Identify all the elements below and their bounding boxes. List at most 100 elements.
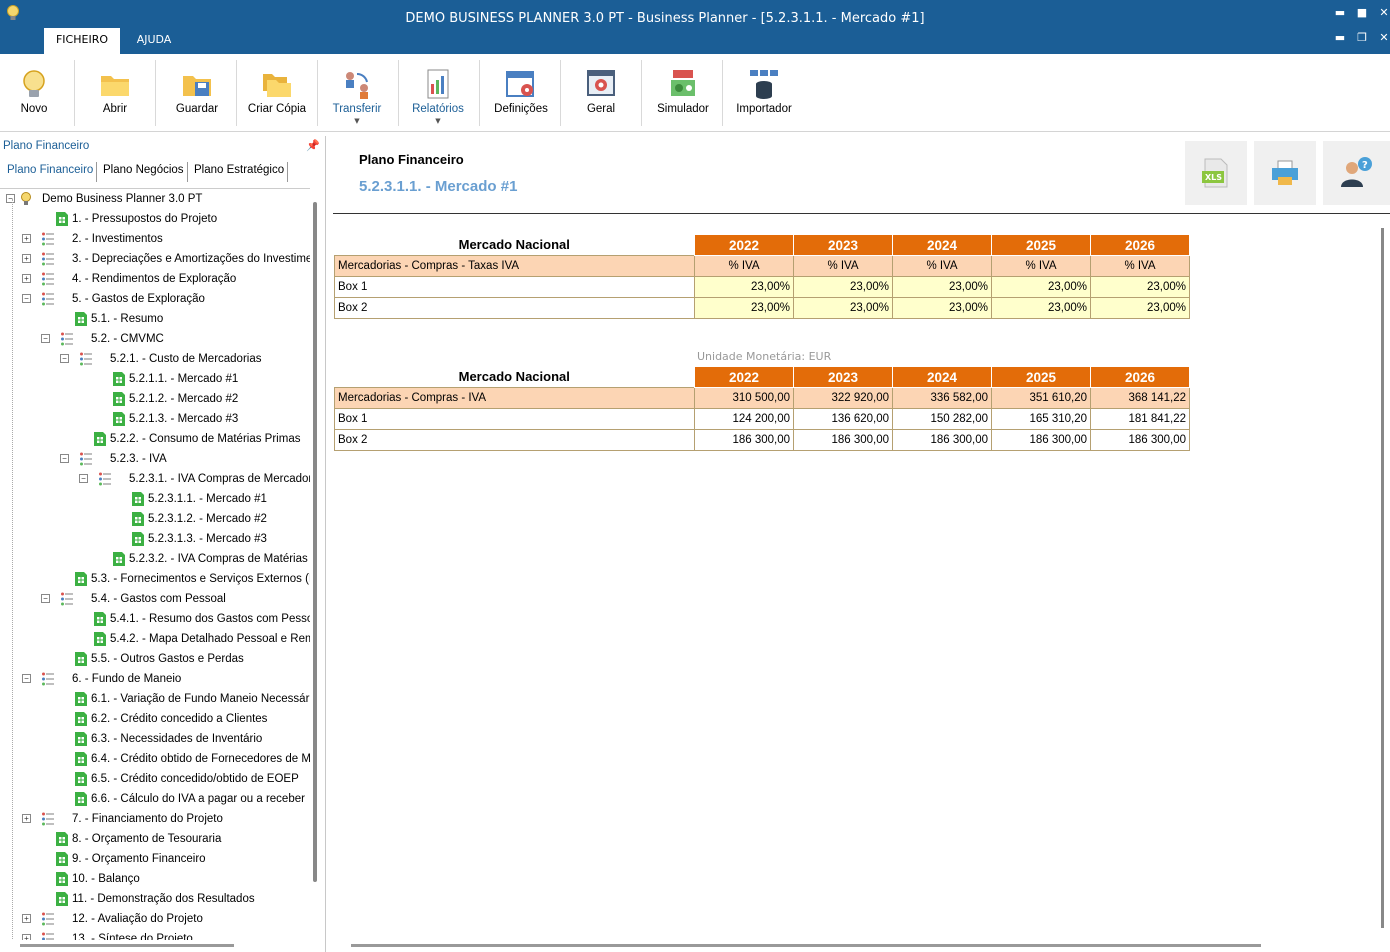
- collapse-icon[interactable]: −: [6, 194, 15, 203]
- tree-node[interactable]: − 5.2. - CMVMC: [0, 329, 310, 349]
- tree-node[interactable]: − 5.4. - Gastos com Pessoal: [0, 589, 310, 609]
- tree-view[interactable]: − Demo Business Planner 3.0 PT 1. - Pressu…: [0, 188, 310, 940]
- geral-button[interactable]: Geral: [561, 54, 641, 130]
- tree-node[interactable]: 10. - Balanço: [0, 869, 310, 889]
- expand-icon[interactable]: +: [22, 934, 31, 940]
- print-button[interactable]: [1254, 141, 1316, 205]
- tree-node[interactable]: − 5.2.3.1. - IVA Compras de Mercadoria: [0, 469, 310, 489]
- collapse-icon[interactable]: −: [79, 474, 88, 483]
- rate-input-cell[interactable]: 23,00%: [991, 276, 1091, 298]
- export-xls-button[interactable]: XLS: [1185, 141, 1247, 205]
- criar-copia-button[interactable]: Criar Cópia: [237, 54, 317, 130]
- tree-node[interactable]: 8. - Orçamento de Tesouraria: [0, 829, 310, 849]
- horizontal-scrollbar[interactable]: [20, 944, 234, 947]
- rate-input-cell[interactable]: 23,00%: [793, 276, 893, 298]
- tree-node[interactable]: 5.2.1.3. - Mercado #3: [0, 409, 310, 429]
- horizontal-scrollbar[interactable]: [351, 944, 1261, 947]
- rate-input-cell[interactable]: 23,00%: [694, 297, 794, 319]
- tree-node-label: 5. - Gastos de Exploração: [72, 293, 205, 305]
- tree-node[interactable]: 11. - Demonstração dos Resultados: [0, 889, 310, 909]
- lightbulb-icon: [23, 70, 45, 97]
- tree-node[interactable]: 5.2.2. - Consumo de Matérias Primas: [0, 429, 310, 449]
- maximize-icon[interactable]: ■: [1356, 6, 1368, 19]
- definicoes-button[interactable]: Definições: [481, 54, 561, 130]
- tree-node[interactable]: +4. - Rendimentos de Exploração: [0, 269, 310, 289]
- tree-node[interactable]: +2. - Investimentos: [0, 229, 310, 249]
- doc-close-icon[interactable]: ✕: [1379, 31, 1389, 44]
- help-button[interactable]: ?: [1323, 141, 1390, 205]
- tree-node[interactable]: 6.2. - Crédito concedido a Clientes: [0, 709, 310, 729]
- transferir-button[interactable]: Transferir ▼: [317, 54, 397, 130]
- expand-icon[interactable]: +: [22, 254, 31, 263]
- tree-node[interactable]: 6.1. - Variação de Fundo Maneio Necessár…: [0, 689, 310, 709]
- tree-node[interactable]: +3. - Depreciações e Amortizações do Inv…: [0, 249, 310, 269]
- tree-node[interactable]: − 5.2.3. - IVA: [0, 449, 310, 469]
- expand-icon[interactable]: +: [22, 274, 31, 283]
- tree-node[interactable]: 6.3. - Necessidades de Inventário: [0, 729, 310, 749]
- rate-input-cell[interactable]: 23,00%: [991, 297, 1091, 319]
- tree-node[interactable]: − 5.2.1. - Custo de Mercadorias: [0, 349, 310, 369]
- rate-input-cell[interactable]: 23,00%: [1090, 276, 1190, 298]
- tree-node[interactable]: 5.2.1.1. - Mercado #1: [0, 369, 310, 389]
- rate-input-cell[interactable]: 23,00%: [694, 276, 794, 298]
- tree-node[interactable]: − Demo Business Planner 3.0 PT: [0, 189, 310, 209]
- svg-text:?: ?: [1362, 160, 1368, 171]
- tab-ficheiro[interactable]: FICHEIRO: [44, 28, 120, 54]
- close-icon[interactable]: ✕: [1379, 6, 1389, 19]
- tab-ajuda[interactable]: AJUDA: [136, 33, 172, 46]
- doc-restore-icon[interactable]: ❐: [1357, 31, 1367, 44]
- collapse-icon[interactable]: −: [22, 294, 31, 303]
- vertical-scrollbar[interactable]: [1381, 228, 1384, 928]
- rate-input-cell[interactable]: 23,00%: [793, 297, 893, 319]
- tree-node[interactable]: 5.4.2. - Mapa Detalhado Pessoal e Remur: [0, 629, 310, 649]
- pin-icon[interactable]: 📌: [306, 139, 320, 152]
- collapse-icon[interactable]: −: [41, 334, 50, 343]
- tree-node[interactable]: 5.2.3.1.3. - Mercado #3: [0, 529, 310, 549]
- tree-node[interactable]: − 6. - Fundo de Maneio: [0, 669, 310, 689]
- tree-node[interactable]: 1. - Pressupostos do Projeto: [0, 209, 310, 229]
- tree-node[interactable]: +13. - Síntese do Projeto: [0, 929, 310, 940]
- rate-input-cell[interactable]: 23,00%: [1090, 297, 1190, 319]
- tree-node[interactable]: 5.2.3.2. - IVA Compras de Matérias Pri: [0, 549, 310, 569]
- tree-node[interactable]: +7. - Financiamento do Projeto: [0, 809, 310, 829]
- tree-node[interactable]: 5.2.3.1.1. - Mercado #1: [0, 489, 310, 509]
- tree-node[interactable]: 6.4. - Crédito obtido de Fornecedores de…: [0, 749, 310, 769]
- save-folder-icon: [183, 76, 211, 96]
- subtab-plano-estrategico[interactable]: Plano Estratégico: [191, 162, 289, 182]
- rate-input-cell[interactable]: 23,00%: [892, 276, 992, 298]
- tree-node[interactable]: 6.6. - Cálculo do IVA a pagar ou a receb…: [0, 789, 310, 809]
- subtab-plano-negocios[interactable]: Plano Negócios: [100, 162, 188, 182]
- year-header: 2024: [892, 234, 992, 256]
- collapse-icon[interactable]: −: [60, 354, 69, 363]
- guardar-button[interactable]: Guardar: [157, 54, 237, 130]
- tree-node[interactable]: − 5. - Gastos de Exploração: [0, 289, 310, 309]
- vertical-scrollbar[interactable]: [313, 202, 317, 882]
- tree-node[interactable]: 5.2.3.1.2. - Mercado #2: [0, 509, 310, 529]
- amount-cell: 181 841,22: [1090, 408, 1190, 430]
- subtab-plano-financeiro[interactable]: Plano Financeiro: [4, 162, 98, 182]
- tree-node[interactable]: 5.4.1. - Resumo dos Gastos com Pessoal: [0, 609, 310, 629]
- tree-node[interactable]: 6.5. - Crédito concedido/obtido de EOEP: [0, 769, 310, 789]
- tree-node[interactable]: 9. - Orçamento Financeiro: [0, 849, 310, 869]
- importador-button[interactable]: Importador: [724, 54, 804, 130]
- tree-node-label: 6.1. - Variação de Fundo Maneio Necessár…: [91, 693, 310, 705]
- relatorios-button[interactable]: Relatórios ▼: [398, 54, 478, 130]
- tree-node[interactable]: 5.3. - Fornecimentos e Serviços Externos…: [0, 569, 310, 589]
- rate-input-cell[interactable]: 23,00%: [892, 297, 992, 319]
- novo-button[interactable]: Novo: [0, 54, 74, 130]
- row-label: Box 2: [334, 297, 695, 319]
- abrir-button[interactable]: Abrir: [75, 54, 155, 130]
- collapse-icon[interactable]: −: [60, 454, 69, 463]
- collapse-icon[interactable]: −: [22, 674, 31, 683]
- simulador-button[interactable]: Simulador: [643, 54, 723, 130]
- expand-icon[interactable]: +: [22, 234, 31, 243]
- collapse-icon[interactable]: −: [41, 594, 50, 603]
- tree-node[interactable]: 5.5. - Outros Gastos e Perdas: [0, 649, 310, 669]
- tree-node[interactable]: 5.1. - Resumo: [0, 309, 310, 329]
- tree-node[interactable]: +12. - Avaliação do Projeto: [0, 909, 310, 929]
- expand-icon[interactable]: +: [22, 814, 31, 823]
- expand-icon[interactable]: +: [22, 914, 31, 923]
- tree-node[interactable]: 5.2.1.2. - Mercado #2: [0, 389, 310, 409]
- minimize-icon[interactable]: ▬: [1334, 6, 1346, 19]
- doc-minimize-icon[interactable]: ▬: [1334, 31, 1346, 44]
